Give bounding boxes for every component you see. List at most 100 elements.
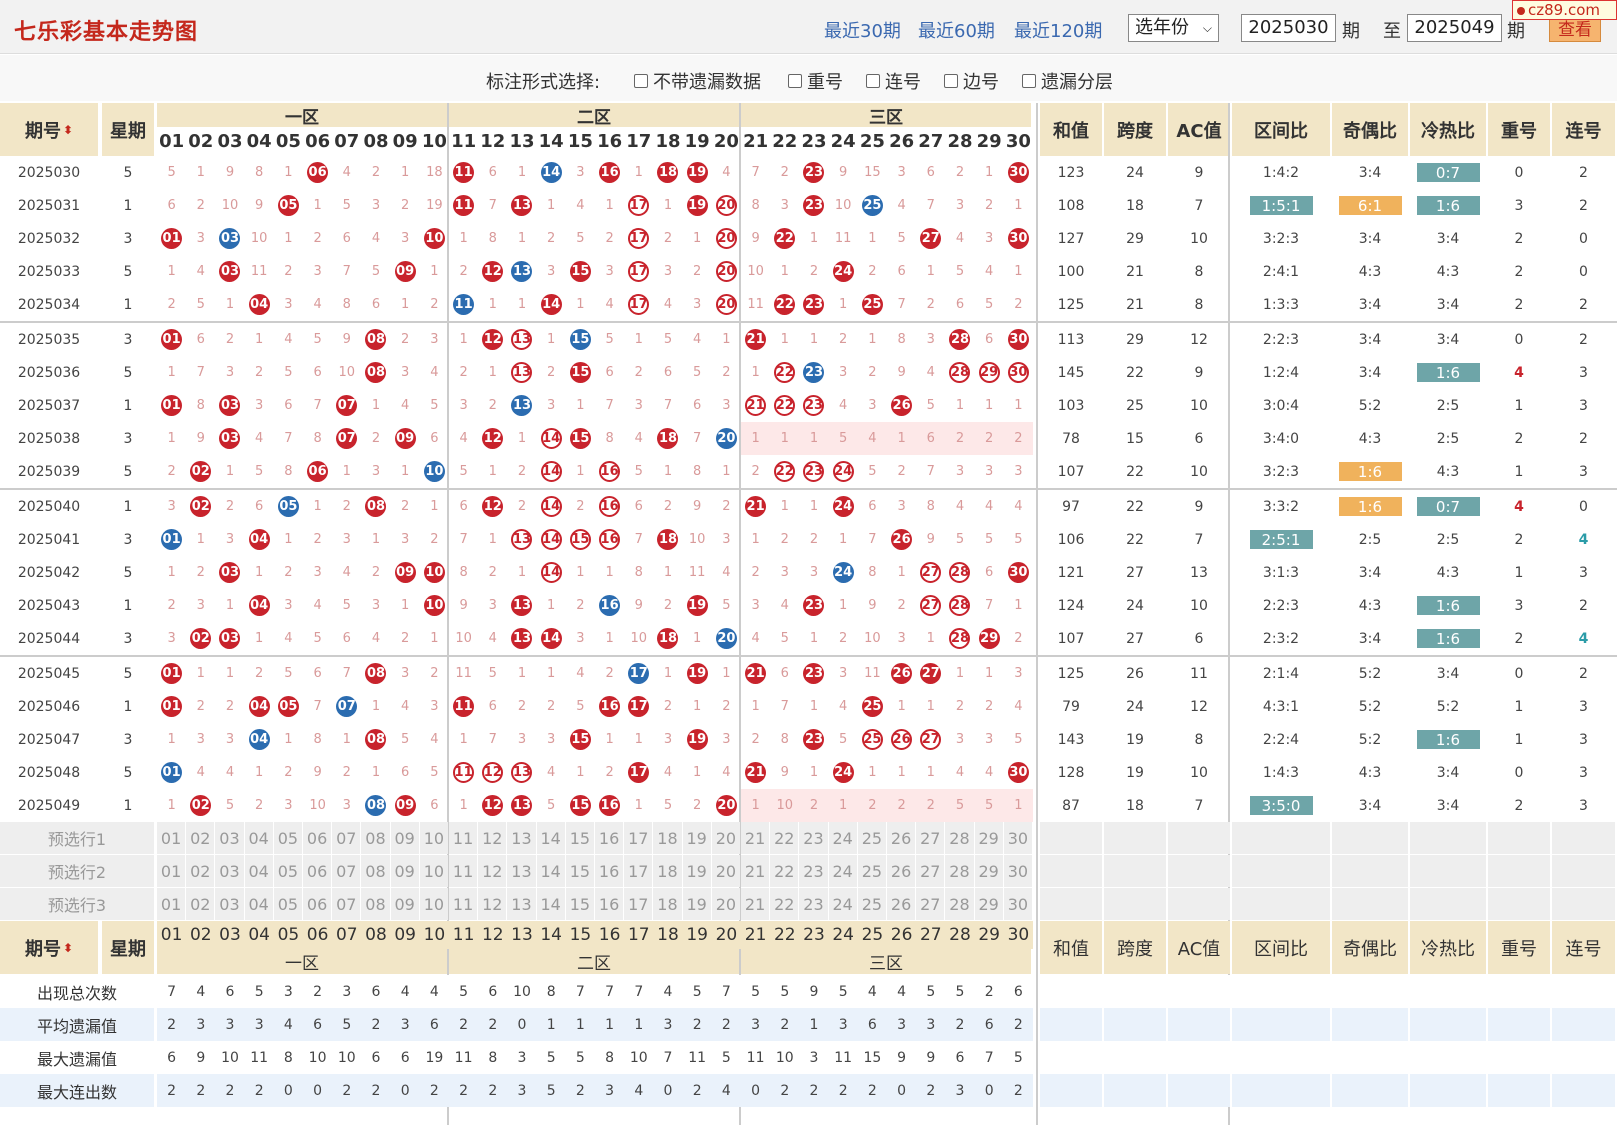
link-recent-120[interactable]: 最近120期	[1014, 21, 1103, 42]
preselect-number[interactable]: 11	[449, 855, 478, 887]
preselect-number[interactable]: 17	[624, 822, 653, 854]
preselect-number[interactable]: 30	[1003, 855, 1032, 887]
sort-icon[interactable]: ⬍	[62, 940, 74, 955]
period-footer-header[interactable]: 期号 ⬍	[0, 921, 98, 974]
preselect-number[interactable]: 12	[478, 855, 507, 887]
preselect-number[interactable]: 08	[361, 822, 390, 854]
preselect-number[interactable]: 25	[857, 822, 886, 854]
sort-icon[interactable]: ⬍	[62, 122, 74, 137]
preselect-number[interactable]: 30	[1003, 822, 1032, 854]
preselect-number[interactable]: 10	[419, 888, 448, 920]
option-no-missing[interactable]: 不带遗漏数据	[634, 68, 761, 94]
checkbox[interactable]	[1022, 74, 1036, 88]
preselect-number[interactable]: 12	[478, 888, 507, 920]
preselect-number[interactable]: 28	[945, 822, 974, 854]
preselect-number[interactable]: 29	[974, 888, 1003, 920]
preselect-number[interactable]: 24	[828, 855, 857, 887]
preselect-number[interactable]: 06	[303, 888, 332, 920]
preselect-number[interactable]: 24	[828, 888, 857, 920]
preselect-number[interactable]: 25	[857, 888, 886, 920]
preselect-number[interactable]: 20	[711, 888, 740, 920]
preselect-number[interactable]: 08	[361, 855, 390, 887]
preselect-number[interactable]: 18	[653, 888, 682, 920]
preselect-number[interactable]: 22	[770, 888, 799, 920]
preselect-number[interactable]: 05	[273, 888, 302, 920]
preselect-number[interactable]: 27	[916, 888, 945, 920]
preselect-number[interactable]: 24	[828, 822, 857, 854]
preselect-number[interactable]: 13	[507, 888, 536, 920]
preselect-number[interactable]: 19	[682, 855, 711, 887]
preselect-number[interactable]: 20	[711, 855, 740, 887]
preselect-number[interactable]: 06	[303, 855, 332, 887]
preselect-number[interactable]: 05	[273, 855, 302, 887]
preselect-number[interactable]: 26	[887, 822, 916, 854]
period-from-input[interactable]: 2025030	[1241, 14, 1336, 42]
preselect-number[interactable]: 09	[390, 822, 419, 854]
preselect-number[interactable]: 15	[565, 888, 594, 920]
preselect-number[interactable]: 16	[595, 822, 624, 854]
preselect-number[interactable]: 08	[361, 888, 390, 920]
preselect-number[interactable]: 20	[711, 822, 740, 854]
preselect-number[interactable]: 19	[682, 888, 711, 920]
preselect-number[interactable]: 01	[157, 822, 186, 854]
link-recent-60[interactable]: 最近60期	[918, 21, 995, 42]
preselect-number[interactable]: 04	[244, 855, 273, 887]
preselect-number[interactable]: 10	[419, 855, 448, 887]
link-recent-30[interactable]: 最近30期	[824, 21, 901, 42]
preselect-number[interactable]: 06	[303, 822, 332, 854]
preselect-number[interactable]: 02	[186, 888, 215, 920]
option-missing-layer[interactable]: 遗漏分层	[1022, 68, 1113, 94]
preselect-number[interactable]: 11	[449, 888, 478, 920]
preselect-number[interactable]: 21	[741, 855, 770, 887]
preselect-number[interactable]: 25	[857, 855, 886, 887]
preselect-number[interactable]: 27	[916, 855, 945, 887]
checkbox[interactable]	[944, 74, 958, 88]
preselect-number[interactable]: 07	[332, 822, 361, 854]
preselect-number[interactable]: 04	[244, 888, 273, 920]
preselect-number[interactable]: 26	[887, 888, 916, 920]
preselect-number[interactable]: 02	[186, 855, 215, 887]
preselect-number[interactable]: 01	[157, 855, 186, 887]
preselect-number[interactable]: 17	[624, 888, 653, 920]
preselect-number[interactable]: 26	[887, 855, 916, 887]
checkbox[interactable]	[634, 74, 648, 88]
preselect-number[interactable]: 27	[916, 822, 945, 854]
checkbox[interactable]	[788, 74, 802, 88]
preselect-number[interactable]: 03	[215, 822, 244, 854]
preselect-number[interactable]: 02	[186, 822, 215, 854]
period-to-input[interactable]: 2025049	[1407, 14, 1502, 42]
preselect-number[interactable]: 23	[799, 822, 828, 854]
preselect-number[interactable]: 18	[653, 822, 682, 854]
preselect-number[interactable]: 12	[478, 822, 507, 854]
preselect-number[interactable]: 15	[565, 822, 594, 854]
preselect-number[interactable]: 07	[332, 888, 361, 920]
year-select[interactable]: 选年份 ⌵	[1128, 14, 1219, 42]
preselect-number[interactable]: 29	[974, 822, 1003, 854]
preselect-number[interactable]: 18	[653, 855, 682, 887]
preselect-number[interactable]: 10	[419, 822, 448, 854]
preselect-number[interactable]: 22	[770, 822, 799, 854]
preselect-number[interactable]: 28	[945, 855, 974, 887]
preselect-number[interactable]: 21	[741, 822, 770, 854]
preselect-number[interactable]: 22	[770, 855, 799, 887]
preselect-number[interactable]: 07	[332, 855, 361, 887]
preselect-number[interactable]: 14	[536, 855, 565, 887]
preselect-number[interactable]: 17	[624, 855, 653, 887]
preselect-number[interactable]: 04	[244, 822, 273, 854]
period-header[interactable]: 期号 ⬍	[0, 103, 98, 156]
option-repeat[interactable]: 重号	[788, 68, 843, 94]
option-consecutive[interactable]: 连号	[866, 68, 921, 94]
preselect-number[interactable]: 16	[595, 888, 624, 920]
preselect-number[interactable]: 13	[507, 855, 536, 887]
preselect-number[interactable]: 14	[536, 888, 565, 920]
preselect-number[interactable]: 09	[390, 888, 419, 920]
preselect-number[interactable]: 05	[273, 822, 302, 854]
preselect-number[interactable]: 13	[507, 822, 536, 854]
preselect-number[interactable]: 01	[157, 888, 186, 920]
preselect-number[interactable]: 15	[565, 855, 594, 887]
preselect-number[interactable]: 11	[449, 822, 478, 854]
preselect-number[interactable]: 28	[945, 888, 974, 920]
preselect-number[interactable]: 29	[974, 855, 1003, 887]
preselect-number[interactable]: 21	[741, 888, 770, 920]
preselect-number[interactable]: 16	[595, 855, 624, 887]
